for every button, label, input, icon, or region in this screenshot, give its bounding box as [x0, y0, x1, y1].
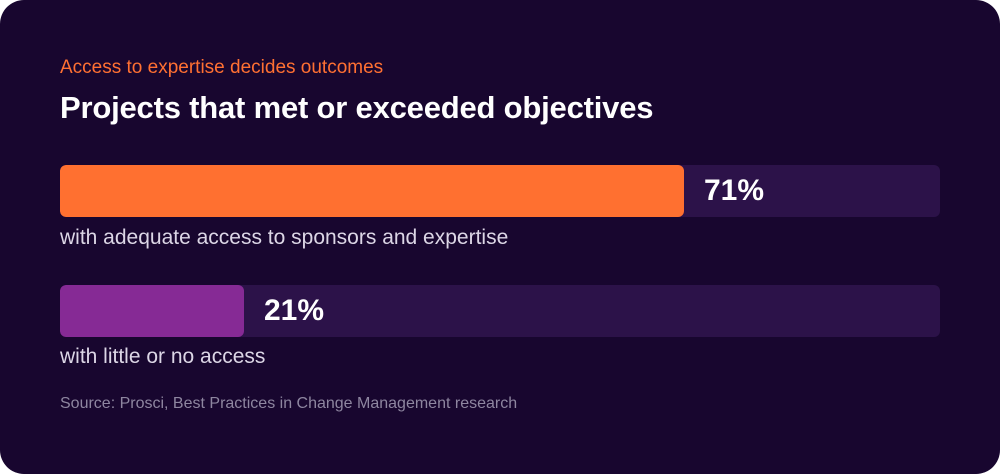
bar-adequate-access: [60, 165, 684, 217]
category-label-adequate-access: with adequate access to sponsors and exp…: [60, 226, 509, 249]
bar-track: 21%: [60, 285, 940, 337]
bar-track: 71%: [60, 165, 940, 217]
bar-little-or-no-access: [60, 285, 244, 337]
source-note: Source: Prosci, Best Practices in Change…: [60, 395, 518, 412]
value-label-little-or-no-access: 21%: [264, 294, 325, 327]
chart-title: Projects that met or exceeded objectives: [60, 90, 654, 125]
value-label-adequate-access: 71%: [704, 174, 765, 207]
category-label-little-or-no-access: with little or no access: [60, 345, 266, 368]
eyebrow-text: Access to expertise decides outcomes: [60, 57, 384, 78]
